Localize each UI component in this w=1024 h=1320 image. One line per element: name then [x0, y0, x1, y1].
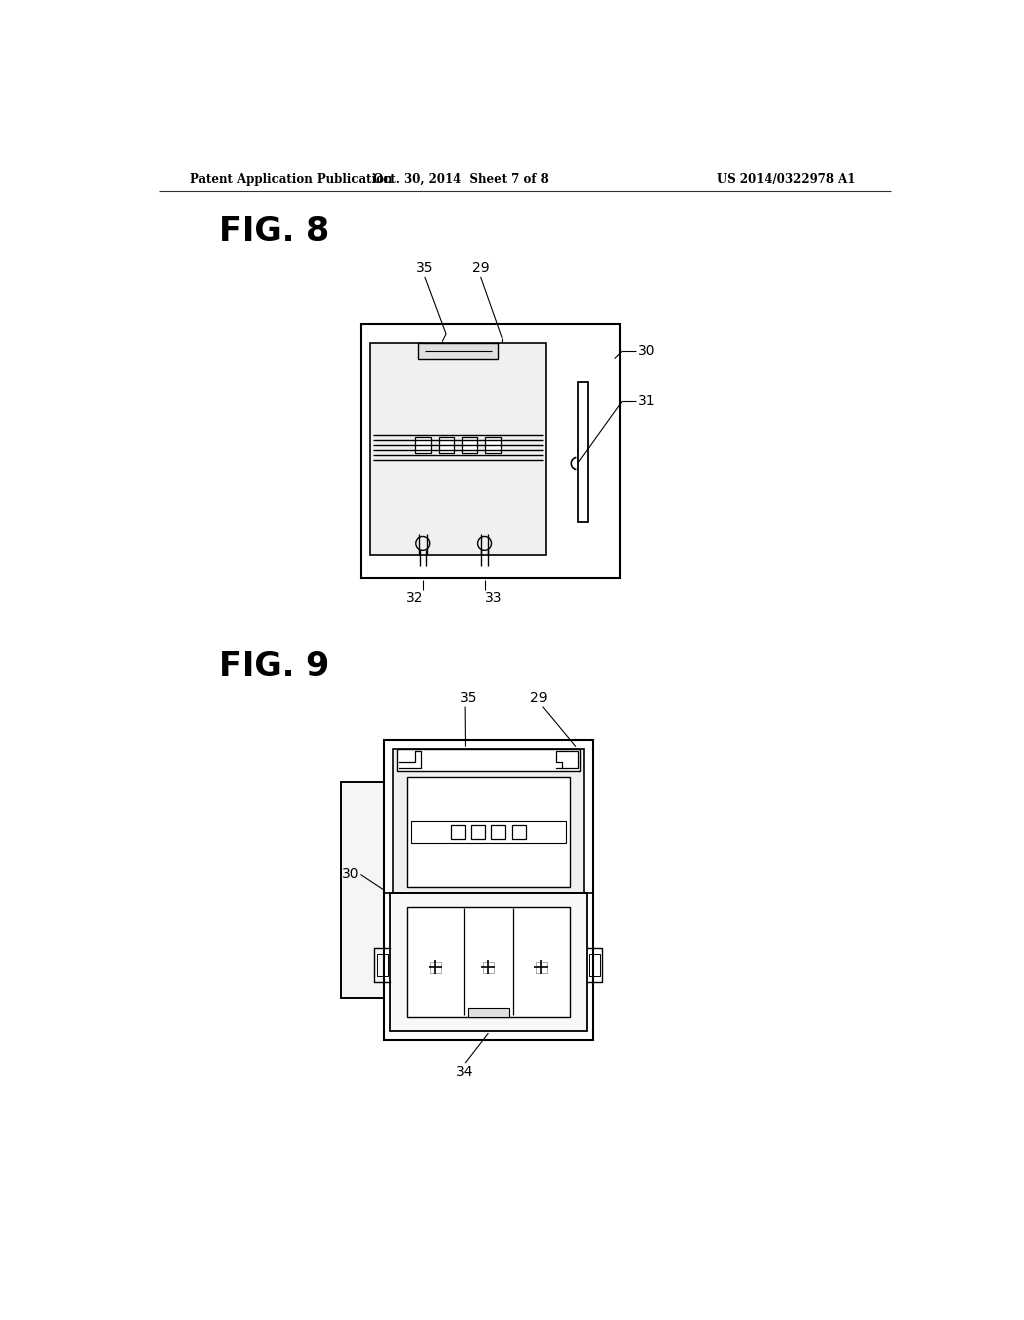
- Bar: [578, 383, 589, 523]
- Bar: [341, 781, 384, 998]
- Bar: [452, 825, 465, 838]
- Bar: [370, 343, 547, 554]
- Text: 30: 30: [638, 345, 655, 358]
- Bar: [468, 1007, 509, 1016]
- Text: 35: 35: [416, 261, 433, 276]
- Bar: [485, 437, 501, 453]
- Bar: [589, 954, 600, 977]
- Bar: [390, 892, 587, 1031]
- Text: 30: 30: [341, 867, 359, 882]
- Bar: [492, 825, 506, 838]
- Bar: [393, 748, 584, 894]
- Text: 29: 29: [472, 261, 489, 276]
- Bar: [384, 739, 593, 1040]
- Text: FIG. 8: FIG. 8: [219, 215, 330, 248]
- Bar: [377, 954, 388, 977]
- Bar: [483, 962, 494, 973]
- Text: Oct. 30, 2014  Sheet 7 of 8: Oct. 30, 2014 Sheet 7 of 8: [374, 173, 549, 186]
- Bar: [536, 962, 547, 973]
- Bar: [438, 437, 455, 453]
- Text: 33: 33: [485, 591, 503, 605]
- Text: 34: 34: [457, 1065, 474, 1078]
- Bar: [416, 437, 431, 453]
- Bar: [407, 907, 569, 1016]
- Text: 31: 31: [638, 393, 655, 408]
- Text: FIG. 9: FIG. 9: [219, 651, 330, 684]
- Text: US 2014/0322978 A1: US 2014/0322978 A1: [717, 173, 855, 186]
- Bar: [419, 343, 498, 359]
- Text: 35: 35: [460, 692, 478, 705]
- Text: 29: 29: [530, 692, 548, 705]
- Bar: [397, 748, 580, 771]
- Bar: [360, 323, 621, 578]
- Text: 32: 32: [407, 591, 424, 605]
- Bar: [407, 776, 569, 887]
- Text: Patent Application Publication: Patent Application Publication: [190, 173, 392, 186]
- Bar: [471, 825, 485, 838]
- Bar: [462, 437, 477, 453]
- Bar: [411, 821, 566, 842]
- Bar: [430, 962, 441, 973]
- Bar: [512, 825, 525, 838]
